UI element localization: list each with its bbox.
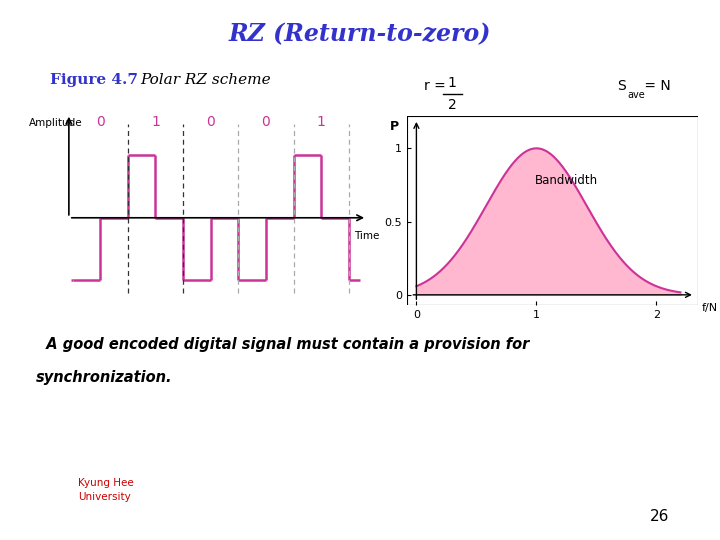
Text: 2: 2 [448, 98, 456, 112]
Text: 1: 1 [448, 76, 456, 90]
Text: 0: 0 [96, 115, 104, 129]
Text: synchronization.: synchronization. [36, 370, 173, 385]
Text: P: P [390, 120, 400, 133]
Text: Amplitude: Amplitude [29, 118, 83, 128]
Text: f/N: f/N [702, 303, 718, 313]
Text: 26: 26 [650, 509, 670, 524]
Text: 0: 0 [207, 115, 215, 129]
Text: A good encoded digital signal must contain a provision for: A good encoded digital signal must conta… [36, 338, 529, 353]
Text: ave: ave [627, 90, 644, 100]
Text: 1: 1 [317, 115, 325, 129]
Text: Time: Time [354, 231, 379, 241]
Text: RZ (Return-to-zero): RZ (Return-to-zero) [229, 22, 491, 46]
Text: Polar RZ scheme: Polar RZ scheme [140, 73, 271, 87]
Text: r =: r = [424, 79, 451, 93]
Text: = N: = N [640, 79, 671, 93]
Text: Figure 4.7: Figure 4.7 [50, 73, 138, 87]
Text: Bandwidth: Bandwidth [535, 174, 598, 187]
Text: 0: 0 [261, 115, 270, 129]
Text: Kyung Hee
University: Kyung Hee University [78, 478, 133, 502]
Text: S: S [617, 79, 626, 93]
Text: 1: 1 [151, 115, 160, 129]
